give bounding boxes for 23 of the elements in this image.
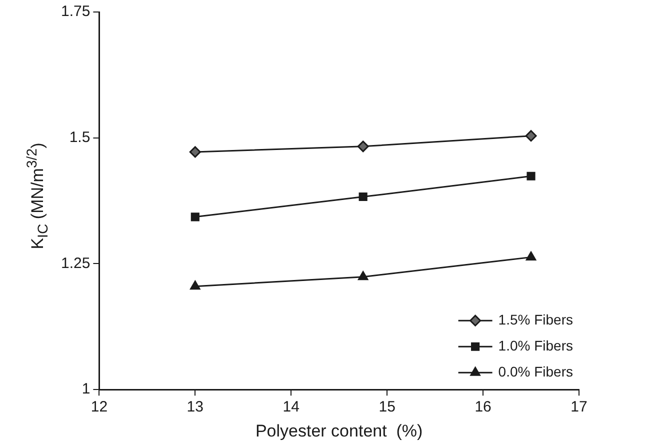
y-tick-label: 1.5	[69, 129, 90, 146]
x-tick-label: 17	[570, 398, 588, 416]
y-tick-label: 1.25	[60, 254, 90, 272]
point	[526, 172, 536, 180]
legend-label: 1.5% Fibers	[498, 311, 574, 328]
point	[358, 271, 368, 280]
point	[358, 192, 368, 202]
x-tick-label: 15	[378, 398, 396, 416]
point	[526, 251, 536, 260]
x-axis-title: Polyester content (%)	[255, 421, 423, 440]
x-tick-label: 14	[282, 398, 300, 416]
y-tick-label: 1	[82, 380, 90, 398]
x-tick-label: 13	[186, 398, 204, 416]
point	[189, 146, 201, 158]
point	[357, 140, 369, 152]
x-tick-label: 12	[90, 398, 108, 416]
x-tick-label: 16	[474, 398, 492, 416]
legend-label: 0.0% Fibers	[498, 363, 574, 380]
legend-label: 1.0% Fibers	[498, 337, 574, 354]
point	[525, 130, 537, 142]
point	[190, 280, 200, 290]
point	[190, 212, 200, 222]
y-tick-label: 1.75	[60, 3, 90, 20]
